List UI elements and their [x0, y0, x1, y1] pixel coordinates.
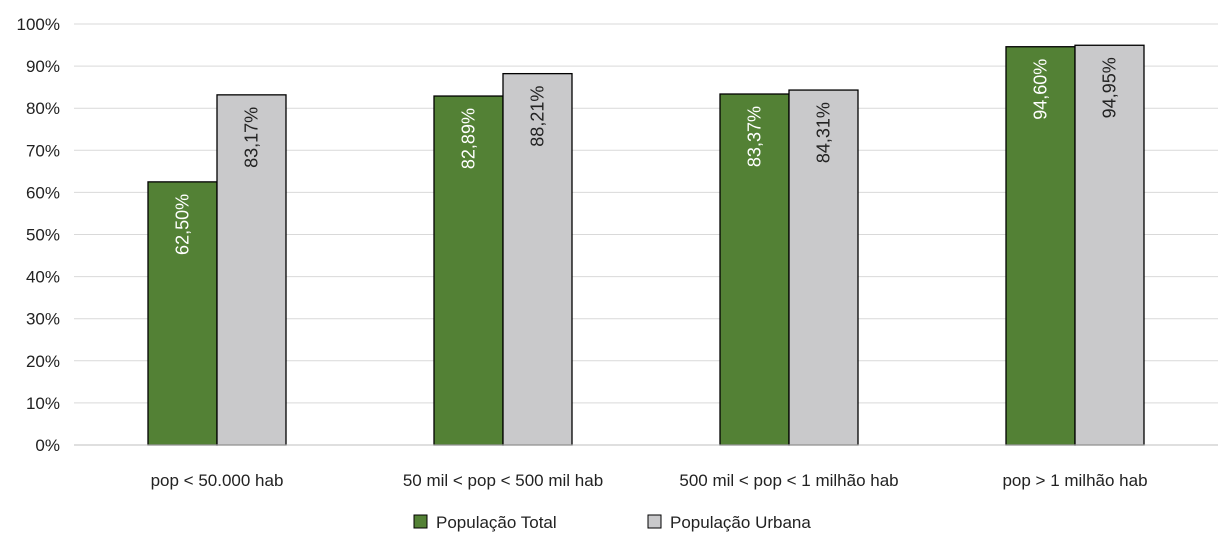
y-tick-label: 90%: [26, 57, 60, 76]
legend-label: População Total: [436, 513, 557, 532]
y-axis: 0% 10% 20% 30% 40% 50% 60% 70% 80% 90% 100%: [17, 15, 60, 455]
y-tick-label: 0%: [35, 436, 60, 455]
bar-populacao-urbana: [788, 89, 859, 446]
legend-swatch: [413, 514, 428, 529]
y-tick-label: 10%: [26, 394, 60, 413]
legend-label: População Urbana: [670, 513, 811, 532]
data-label: 94,60%: [1031, 59, 1051, 120]
data-label: 88,21%: [528, 86, 548, 147]
data-label: 84,31%: [814, 102, 834, 163]
bar-populacao-urbana: [1074, 44, 1145, 446]
y-tick-label: 50%: [26, 226, 60, 245]
data-label: 82,89%: [459, 108, 479, 169]
y-tick-label: 30%: [26, 310, 60, 329]
legend-swatch: [647, 514, 662, 529]
x-axis: pop < 50.000 hab 50 mil < pop < 500 mil h…: [74, 444, 1218, 490]
bar-populacao-urbana: [502, 72, 573, 446]
bar-populacao-total: [1005, 46, 1076, 446]
y-tick-label: 40%: [26, 268, 60, 287]
y-tick-label: 100%: [17, 15, 60, 34]
bar-populacao-total: [719, 93, 790, 446]
x-category-label: 500 mil < pop < 1 milhão hab: [679, 471, 898, 490]
y-tick-label: 60%: [26, 183, 60, 202]
x-category-label: pop < 50.000 hab: [151, 471, 284, 490]
x-category-label: pop > 1 milhão hab: [1002, 471, 1147, 490]
bars: 62,50% 83,17% 82,89% 88,21% 83,37% 84,31% 94,6…: [147, 44, 1145, 446]
data-label: 62,50%: [173, 194, 193, 255]
data-label: 83,37%: [745, 106, 765, 167]
y-tick-label: 70%: [26, 141, 60, 160]
legend: População Total População Urbana: [413, 513, 811, 532]
data-label: 94,95%: [1100, 57, 1120, 118]
bar-populacao-urbana: [216, 94, 287, 446]
data-label: 83,17%: [242, 107, 262, 168]
y-tick-label: 20%: [26, 352, 60, 371]
x-category-label: 50 mil < pop < 500 mil hab: [403, 471, 603, 490]
y-tick-label: 80%: [26, 99, 60, 118]
